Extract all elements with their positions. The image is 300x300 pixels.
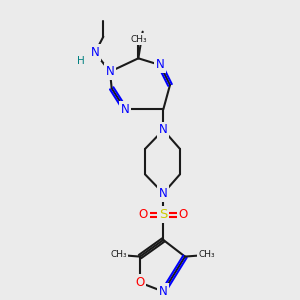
Text: H: H [77, 56, 85, 66]
Text: O: O [135, 276, 145, 289]
Text: N: N [159, 187, 168, 200]
Text: N: N [156, 58, 164, 71]
Text: CH₃: CH₃ [110, 250, 127, 260]
Text: O: O [139, 208, 148, 221]
Text: N: N [91, 46, 99, 59]
Text: N: N [121, 103, 129, 116]
Text: O: O [179, 208, 188, 221]
Text: CH₃: CH₃ [130, 35, 147, 44]
Text: N: N [106, 65, 114, 78]
Text: CH₃: CH₃ [198, 250, 215, 260]
Text: S: S [159, 208, 167, 221]
Text: N: N [159, 124, 168, 136]
Text: N: N [159, 285, 168, 298]
